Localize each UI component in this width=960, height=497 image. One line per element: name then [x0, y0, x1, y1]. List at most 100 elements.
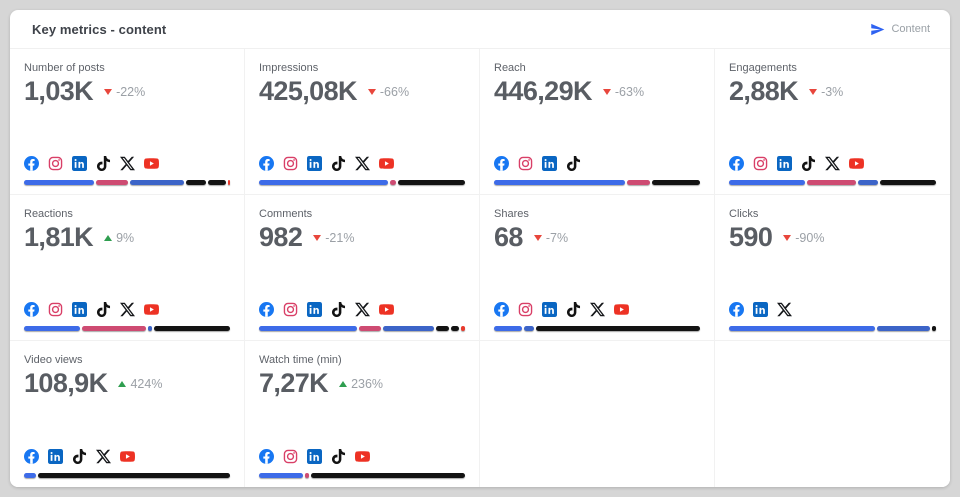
bar-segment-facebook	[729, 326, 876, 331]
bar-segment-tiktok	[311, 473, 465, 478]
x-icon	[96, 449, 111, 464]
platform-distribution-bar	[729, 180, 936, 185]
metric-label: Impressions	[259, 62, 319, 74]
change-indicator: -7%	[533, 231, 569, 246]
send-icon	[870, 22, 885, 37]
metric-card: Watch time (min) 7,27K 236%	[245, 341, 480, 487]
tiktok-icon	[566, 155, 581, 171]
bar-segment-tiktok	[153, 326, 230, 331]
metric-card: Impressions 425,08K -66%	[245, 49, 480, 195]
linkedin-icon	[753, 301, 768, 317]
change-percent: -66%	[379, 85, 410, 100]
facebook-icon	[729, 301, 744, 317]
metric-card: Reach 446,29K -63%	[480, 49, 715, 195]
metrics-grid: Number of posts 1,03K -22% Impressions 425,0…	[10, 49, 950, 487]
arrow-down-icon	[104, 89, 113, 96]
metric-value: 1,81K	[24, 222, 94, 252]
youtube-icon	[120, 449, 135, 464]
metric-value: 590	[729, 222, 773, 252]
instagram-icon	[283, 302, 298, 317]
bar-segment-instagram	[359, 326, 381, 331]
metric-label: Number of posts	[24, 62, 105, 74]
bar-segment-linkedin	[524, 326, 535, 331]
bar-segment-instagram	[627, 180, 650, 185]
platform-icons-row	[494, 301, 700, 317]
x-icon	[355, 302, 370, 317]
platform-icons-row	[259, 155, 465, 171]
arrow-down-icon	[367, 89, 376, 96]
metric-label: Comments	[259, 208, 313, 220]
bar-segment-facebook	[729, 180, 806, 185]
instagram-icon	[48, 302, 63, 317]
platform-icons-row	[24, 301, 230, 317]
platform-distribution-bar	[729, 326, 936, 331]
linkedin-icon	[777, 155, 792, 171]
facebook-icon	[259, 301, 274, 317]
bar-segment-instagram	[96, 180, 129, 185]
content-channel-chip[interactable]: Content	[870, 22, 930, 37]
facebook-icon	[259, 155, 274, 171]
change-percent: -3%	[821, 85, 844, 100]
change-percent: -22%	[116, 85, 146, 100]
platform-distribution-bar	[24, 473, 230, 478]
bar-segment-instagram	[807, 180, 856, 185]
bar-segment-instagram	[389, 180, 396, 185]
x-icon	[120, 156, 135, 171]
linkedin-icon	[72, 301, 87, 317]
metric-card: Engagements 2,88K -3%	[715, 49, 950, 195]
change-indicator: 9%	[104, 231, 134, 245]
metric-card: Video views 108,9K 424%	[10, 341, 245, 487]
bar-segment-linkedin	[857, 180, 878, 185]
tiktok-icon	[331, 155, 346, 171]
bar-segment-instagram	[82, 326, 146, 331]
tiktok-icon	[331, 301, 346, 317]
change-percent: 9%	[116, 231, 135, 246]
x-icon	[590, 302, 605, 317]
arrow-down-icon	[809, 89, 818, 96]
bar-segment-tiktok	[651, 180, 700, 185]
metric-card: Shares 68 -7%	[480, 195, 715, 341]
facebook-icon	[259, 448, 274, 464]
youtube-icon	[849, 156, 864, 171]
platform-distribution-bar	[24, 326, 230, 331]
instagram-icon	[283, 156, 298, 171]
change-indicator: 424%	[118, 377, 162, 391]
bar-segment-tiktok	[186, 180, 207, 185]
facebook-icon	[24, 448, 39, 464]
youtube-icon	[144, 156, 159, 171]
channel-label: Content	[891, 23, 930, 35]
metric-card: Comments 982 -21%	[245, 195, 480, 341]
bar-segment-facebook	[259, 326, 358, 331]
platform-icons-row	[24, 448, 230, 464]
change-percent: -21%	[325, 231, 355, 246]
youtube-icon	[144, 302, 159, 317]
linkedin-icon	[48, 448, 63, 464]
arrow-up-icon	[104, 235, 113, 242]
platform-distribution-bar	[24, 180, 230, 185]
empty-cell	[480, 341, 715, 487]
panel-header: Key metrics - content Content	[10, 10, 950, 49]
arrow-up-icon	[118, 381, 127, 388]
youtube-icon	[614, 302, 629, 317]
bar-segment-facebook	[259, 180, 388, 185]
instagram-icon	[518, 302, 533, 317]
tiktok-icon	[801, 155, 816, 171]
change-percent: -7%	[545, 231, 569, 246]
instagram-icon	[518, 156, 533, 171]
platform-icons-row	[729, 155, 936, 171]
linkedin-icon	[307, 155, 322, 171]
instagram-icon	[753, 156, 768, 171]
metric-value: 108,9K	[24, 368, 108, 398]
instagram-icon	[283, 449, 298, 464]
change-indicator: -90%	[783, 231, 824, 245]
platform-icons-row	[729, 301, 936, 317]
facebook-icon	[729, 155, 744, 171]
youtube-icon	[379, 302, 394, 317]
platform-distribution-bar	[494, 326, 700, 331]
change-indicator: -22%	[104, 85, 145, 99]
metric-card: Clicks 590 -90%	[715, 195, 950, 341]
metric-label: Reach	[494, 62, 526, 74]
arrow-down-icon	[783, 235, 792, 242]
metric-value: 7,27K	[259, 368, 329, 398]
arrow-down-icon	[313, 235, 322, 242]
